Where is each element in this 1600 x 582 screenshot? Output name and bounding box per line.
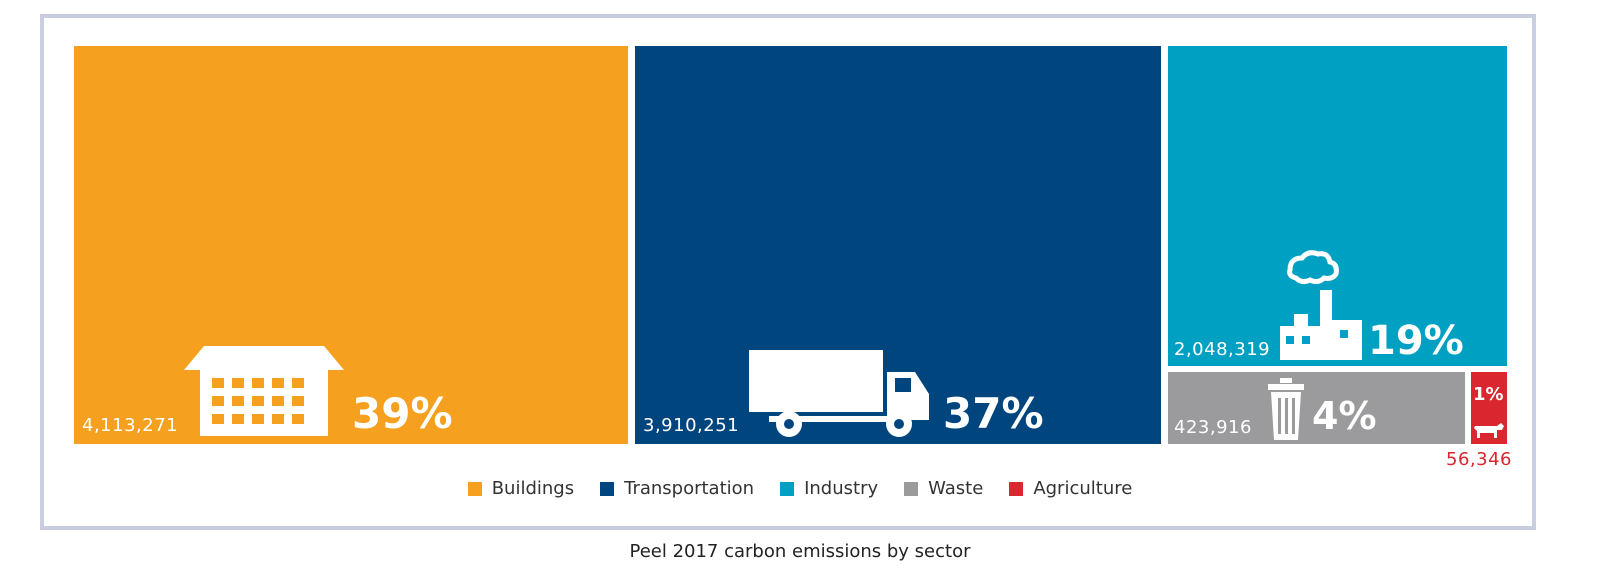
tile-buildings: 4,113,271 39%: [74, 46, 628, 444]
factory-icon: [1280, 250, 1362, 360]
truck-icon: [749, 350, 929, 437]
percent-label-transportation: 37%: [943, 389, 1044, 438]
chart-caption: Peel 2017 carbon emissions by sector: [629, 541, 971, 562]
legend-item-waste: Waste: [904, 478, 983, 499]
percent-label-waste: 4%: [1312, 394, 1377, 438]
tile-transportation: 3,910,251 37%: [635, 46, 1161, 444]
legend-label-waste: Waste: [928, 478, 984, 499]
legend-swatch-agriculture: [1009, 481, 1024, 496]
value-label-agriculture: 56,346: [1446, 449, 1512, 470]
value-label-waste: 423,916: [1174, 417, 1252, 438]
legend-label-transportation: Transportation: [624, 478, 755, 499]
legend-swatch-industry: [780, 481, 795, 496]
legend: Buildings Transportation Industry Waste …: [0, 478, 1600, 499]
legend-item-buildings: Buildings: [467, 478, 575, 499]
value-label-buildings: 4,113,271: [82, 415, 179, 436]
tile-industry: 2,048,319 19%: [1168, 46, 1507, 366]
percent-label-buildings: 39%: [352, 389, 453, 438]
tile-agriculture: 1%: [1471, 372, 1507, 444]
tile-waste: 423,916 4%: [1168, 372, 1465, 444]
legend-swatch-transportation: [600, 481, 615, 496]
value-label-industry: 2,048,319: [1174, 339, 1271, 360]
percent-label-agriculture: 1%: [1473, 384, 1504, 405]
legend-label-agriculture: Agriculture: [1033, 478, 1133, 499]
value-label-transportation: 3,910,251: [643, 415, 740, 436]
legend-label-buildings: Buildings: [491, 478, 575, 499]
legend-item-transportation: Transportation: [600, 478, 754, 499]
cow-icon: [1474, 423, 1504, 438]
legend-swatch-buildings: [467, 481, 482, 496]
legend-item-agriculture: Agriculture: [1009, 478, 1132, 499]
building-icon: [184, 346, 344, 436]
trash-can-icon: [1268, 378, 1304, 440]
legend-swatch-waste: [904, 481, 919, 496]
legend-item-industry: Industry: [780, 478, 878, 499]
legend-label-industry: Industry: [804, 478, 879, 499]
percent-label-industry: 19%: [1368, 318, 1464, 364]
